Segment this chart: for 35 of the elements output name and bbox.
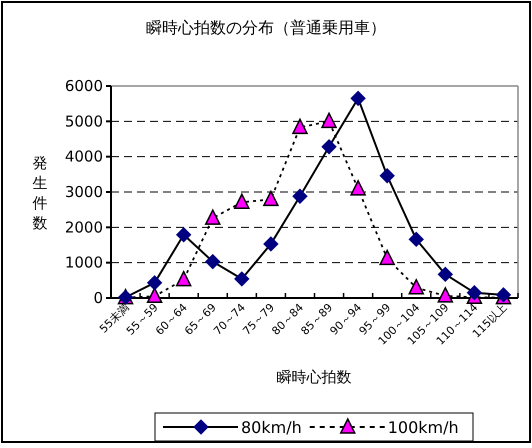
x-axis-title: 瞬時心拍数 [276,368,352,386]
y-tick-label: 4000 [64,148,103,166]
point [408,279,424,295]
point [263,236,278,252]
point [176,270,192,286]
point [234,193,250,209]
y-tick-label: 5000 [64,112,103,130]
point [380,168,395,184]
y-tick-label: 6000 [64,77,103,95]
point [350,180,366,196]
point [322,139,337,154]
point [234,271,250,286]
point [292,188,308,204]
legend-label: 80km/h [241,418,302,437]
y-tick-label: 3000 [64,183,103,201]
y-axis-title: 発生件数 [32,154,48,232]
point [408,232,424,247]
point [321,112,337,128]
chart-title: 瞬時心拍数の分布（普通乗用車） [146,18,386,37]
point [466,285,482,300]
legend-label: 100km/h [388,418,459,437]
point [292,118,308,134]
y-tick-label: 0 [93,289,103,307]
point [438,266,453,282]
y-tick-label: 2000 [64,218,103,236]
point [205,254,220,270]
point [147,275,162,290]
point [438,287,454,303]
point [146,287,162,303]
point [379,250,395,266]
point [176,227,192,242]
y-tick-label: 1000 [64,254,103,272]
point [263,190,279,206]
point [205,209,220,225]
point [350,90,366,106]
